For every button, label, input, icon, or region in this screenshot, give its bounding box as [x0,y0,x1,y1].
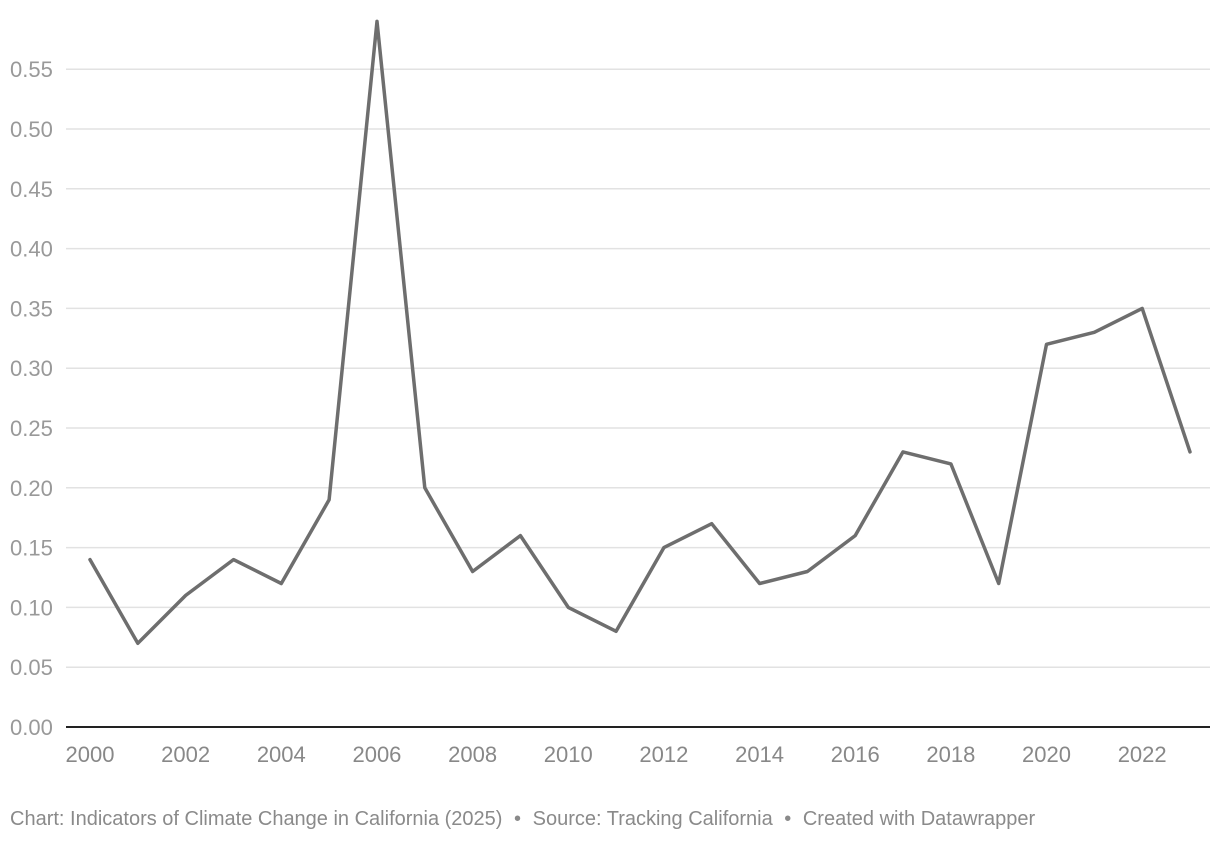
data-point[interactable] [993,578,1005,590]
footer-separator: • [784,808,792,830]
y-tick-label: 0.25 [10,416,53,441]
data-point[interactable] [801,566,813,578]
data-point[interactable] [562,601,574,613]
data-point[interactable] [419,482,431,494]
x-tick-label: 2012 [639,742,688,767]
created-with-link[interactable]: Created with Datawrapper [802,808,1036,830]
series-layer [84,15,1196,649]
x-tick-label: 2018 [926,742,975,767]
data-point[interactable] [323,494,335,506]
y-tick-label: 0.05 [10,655,53,680]
data-point[interactable] [610,625,622,637]
x-tick-label: 2008 [448,742,497,767]
y-tick-label: 0.15 [10,536,53,561]
x-tick-label: 2022 [1118,742,1167,767]
x-tick-label: 2004 [257,742,306,767]
y-tick-label: 0.00 [10,715,53,740]
data-point[interactable] [467,566,479,578]
y-tick-label: 0.30 [10,356,53,381]
data-point[interactable] [658,542,670,554]
data-point[interactable] [132,637,144,649]
y-axis-tick-labels: 0.00 0.05 0.10 0.15 0.20 0.25 0.30 0.35 0.40 0.45… [10,57,53,740]
data-point[interactable] [897,446,909,458]
y-tick-label: 0.45 [10,177,53,202]
y-tick-label: 0.10 [10,595,53,620]
data-point[interactable] [275,578,287,590]
data-point[interactable] [849,530,861,542]
data-point[interactable] [371,15,383,27]
data-point[interactable] [1184,446,1196,458]
x-tick-label: 2002 [161,742,210,767]
y-tick-label: 0.55 [10,57,53,82]
y-tick-label: 0.50 [10,117,53,142]
x-tick-label: 2006 [352,742,401,767]
x-tick-label: 2020 [1022,742,1071,767]
series-line [88,19,1192,646]
chart-credit: Chart: Indicators of Climate Change in C… [10,808,503,830]
y-tick-label: 0.40 [10,237,53,262]
data-point[interactable] [228,554,240,566]
data-point[interactable] [514,530,526,542]
data-point[interactable] [706,518,718,530]
x-tick-label: 2016 [831,742,880,767]
data-point[interactable] [945,458,957,470]
data-point[interactable] [180,589,192,601]
gridlines [66,68,1210,668]
data-point[interactable] [84,554,96,566]
data-point[interactable] [1088,326,1100,338]
data-point[interactable] [1136,302,1148,314]
line-chart: 0.00 0.05 0.10 0.15 0.20 0.25 0.30 0.35 0.40 0.45… [10,15,1210,767]
data-point[interactable] [1041,338,1053,350]
x-axis-tick-labels: 2000 2002 2004 2006 2008 2010 2012 2014 2016 2018… [66,742,1167,767]
x-tick-label: 2000 [66,742,115,767]
chart-footer: Chart: Indicators of Climate Change in C… [10,808,1035,831]
x-tick-label: 2014 [735,742,784,767]
y-tick-label: 0.35 [10,296,53,321]
y-tick-label: 0.20 [10,476,53,501]
source-link[interactable]: Source: Tracking California [532,808,773,830]
data-point[interactable] [754,578,766,590]
x-tick-label: 2010 [544,742,593,767]
footer-separator: • [514,808,522,830]
